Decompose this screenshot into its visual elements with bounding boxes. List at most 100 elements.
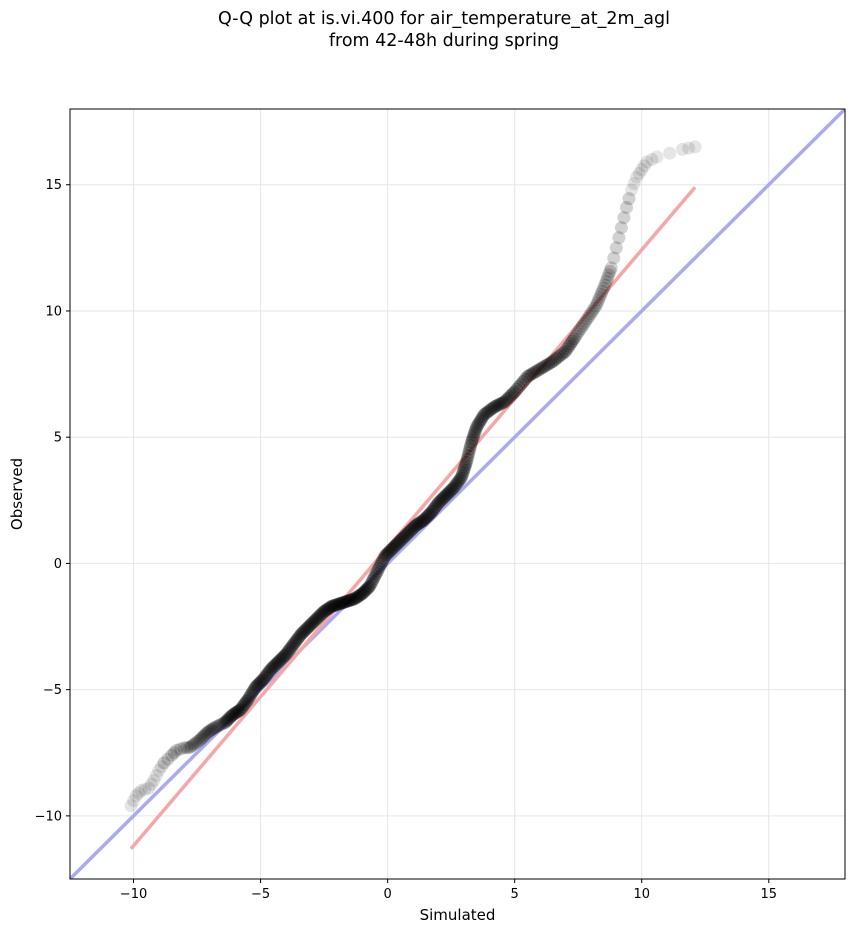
qq-point <box>554 348 568 362</box>
qq-point <box>280 646 294 660</box>
qq-point <box>372 562 386 575</box>
qq-point <box>318 604 332 618</box>
qq-point <box>612 231 626 245</box>
qq-point <box>134 784 148 798</box>
qq-point <box>344 593 358 607</box>
qq-point <box>397 530 411 544</box>
qq-point <box>124 799 138 813</box>
qq-point <box>287 637 301 651</box>
qq-point <box>193 733 207 747</box>
qq-point <box>635 163 649 177</box>
qq-point <box>308 613 322 627</box>
qq-point <box>514 377 528 391</box>
x-tick-label: −10 <box>120 887 147 902</box>
qq-point <box>539 358 553 372</box>
qq-point <box>195 731 209 745</box>
qq-point <box>590 296 604 310</box>
qq-point <box>260 668 274 681</box>
qq-point <box>327 599 341 612</box>
grid <box>70 109 845 879</box>
qq-point <box>574 322 588 336</box>
qq-point <box>477 408 491 421</box>
qq-point <box>275 651 289 665</box>
qq-point <box>556 346 570 360</box>
qq-point <box>508 385 522 399</box>
qq-point <box>290 632 304 646</box>
qq-point <box>147 774 161 787</box>
qq-point <box>379 548 393 562</box>
qq-point <box>317 604 331 618</box>
qq-point <box>210 720 223 734</box>
qq-point <box>393 534 407 548</box>
qq-point <box>174 742 187 756</box>
qq-point <box>597 281 611 295</box>
qq-point <box>572 324 586 338</box>
qq-point <box>357 586 370 599</box>
qq-point <box>391 536 405 550</box>
qq-point <box>250 679 264 693</box>
qq-point <box>504 388 518 402</box>
qq-point <box>227 707 241 721</box>
qq-point <box>302 620 316 633</box>
qq-point <box>602 268 616 282</box>
qq-point <box>448 479 462 493</box>
qq-point <box>492 397 506 411</box>
qq-point <box>161 752 175 766</box>
qq-point <box>268 659 281 673</box>
qq-point <box>257 671 271 685</box>
qq-point <box>383 544 397 558</box>
y-tick-label: 15 <box>45 178 62 193</box>
points <box>124 140 702 813</box>
qq-point <box>138 782 152 796</box>
qq-point <box>401 526 415 540</box>
qq-point <box>310 612 323 626</box>
qq-point <box>562 339 576 353</box>
qq-point <box>297 625 311 639</box>
qq-point <box>622 192 636 206</box>
qq-point <box>358 584 372 598</box>
qq-point <box>315 607 329 621</box>
qq-point <box>271 655 285 669</box>
qq-point <box>182 741 196 755</box>
qq-point <box>274 652 288 666</box>
qq-point <box>465 435 478 449</box>
qq-point <box>682 141 696 155</box>
qq-point <box>349 591 363 605</box>
x-tick-label: 5 <box>511 887 519 902</box>
qq-point <box>263 664 276 678</box>
qq-point <box>650 150 664 164</box>
qq-point <box>481 405 495 419</box>
qq-point <box>449 477 463 491</box>
qq-point <box>575 319 589 333</box>
qq-point <box>663 146 677 160</box>
qq-point <box>226 708 240 722</box>
qq-point <box>527 366 541 380</box>
qq-point <box>499 393 513 407</box>
qq-point <box>412 516 426 530</box>
qq-point <box>675 142 689 156</box>
qq-point <box>434 493 448 507</box>
qq-point <box>348 592 362 606</box>
qq-point <box>279 647 293 661</box>
qq-point <box>398 529 412 543</box>
qq-point <box>196 729 210 743</box>
qq-point <box>261 666 275 680</box>
qq-point <box>475 412 489 426</box>
qq-point <box>471 418 485 432</box>
qq-point <box>233 703 247 717</box>
qq-point <box>205 722 219 736</box>
qq-point <box>560 342 574 356</box>
qq-point <box>382 545 396 559</box>
qq-point <box>498 395 511 409</box>
qq-point <box>180 741 194 755</box>
qq-point <box>567 332 581 346</box>
qq-point <box>537 360 551 373</box>
qq-point <box>468 425 482 439</box>
qq-point <box>307 615 321 628</box>
y-tick-label: 10 <box>45 304 62 319</box>
qq-point <box>451 476 464 490</box>
qq-point <box>278 649 292 663</box>
qq-point <box>329 598 342 612</box>
qq-point <box>276 650 290 664</box>
qq-point <box>569 329 583 343</box>
